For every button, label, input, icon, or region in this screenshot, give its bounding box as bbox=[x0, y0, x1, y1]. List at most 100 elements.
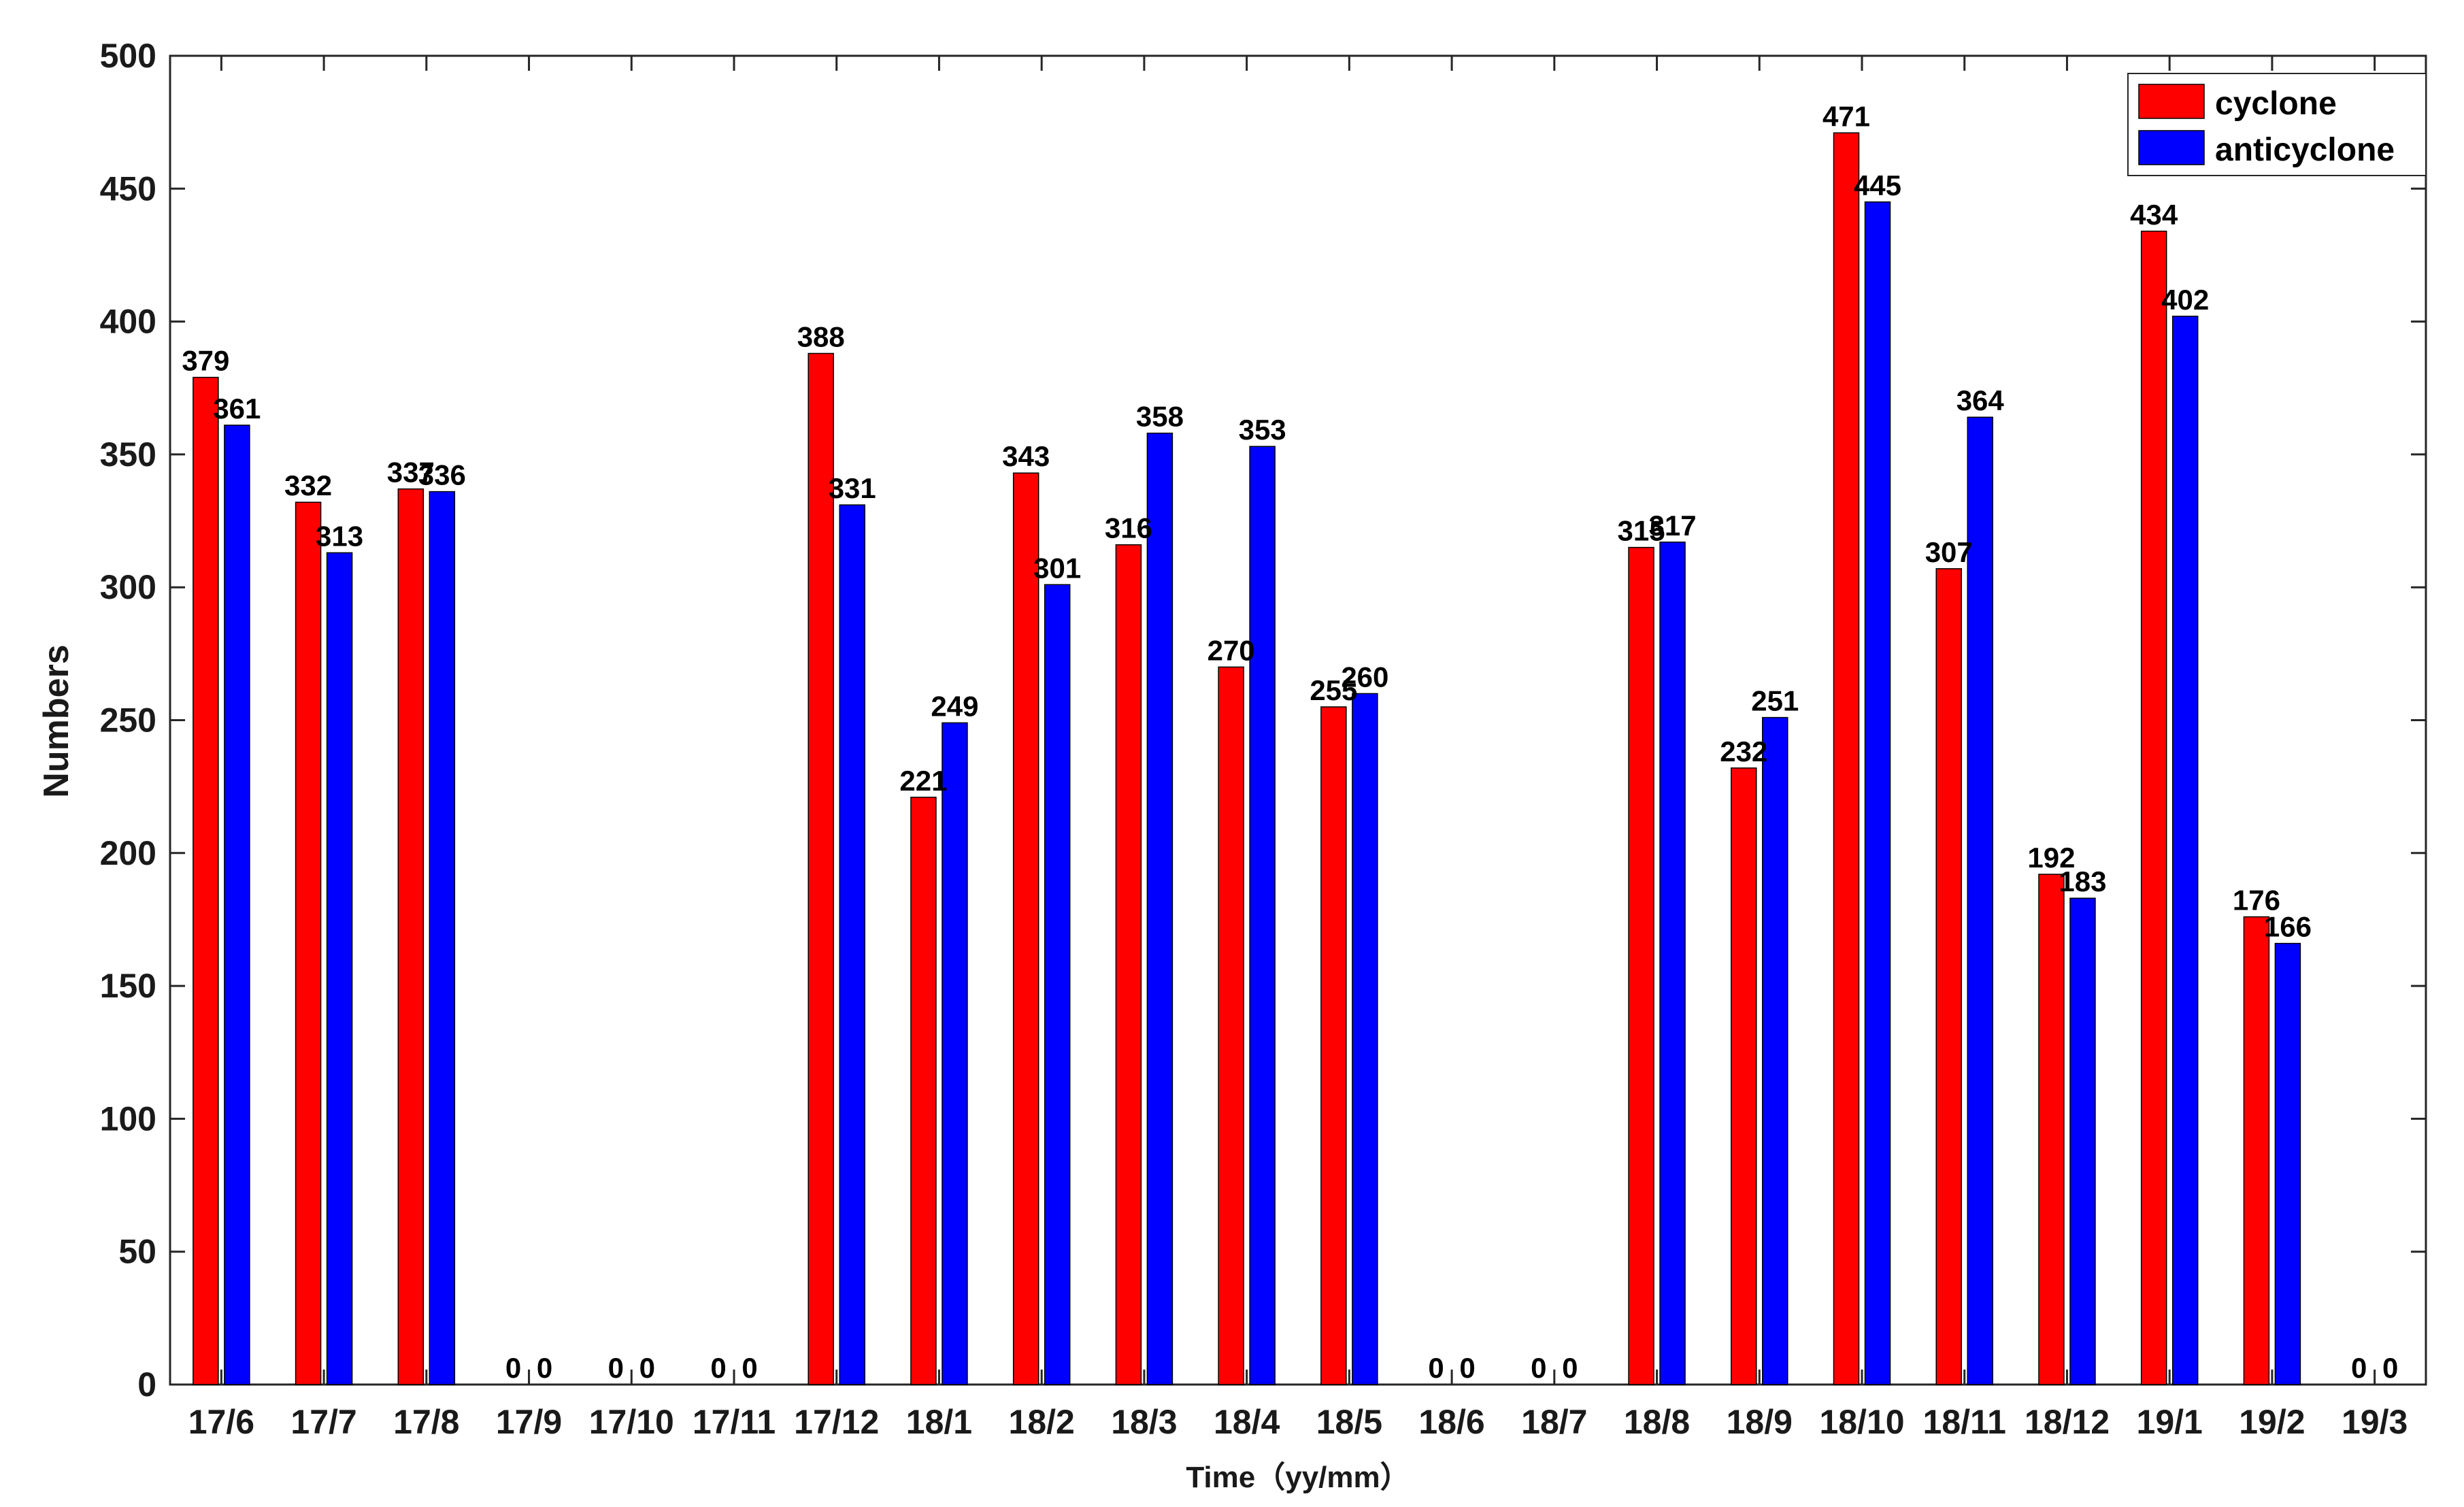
value-label-anticyclone: 445 bbox=[1854, 169, 1901, 201]
y-axis: 0 50 100 150 200 250 300 350 400 450 500 bbox=[100, 37, 2426, 1404]
value-label-cyclone: 471 bbox=[1822, 100, 1870, 132]
value-label-cyclone: 388 bbox=[797, 320, 845, 352]
value-label-cyclone: 0 bbox=[1428, 1352, 1444, 1384]
legend-label-cyclone: cyclone bbox=[2215, 86, 2337, 122]
value-label-cyclone: 221 bbox=[899, 765, 947, 797]
legend-swatch-cyclone bbox=[2138, 84, 2205, 119]
value-label-cyclone: 255 bbox=[1310, 674, 1357, 706]
bar-cyclone bbox=[1935, 568, 1962, 1385]
x-tick-label: 18/9 bbox=[1727, 1403, 1793, 1441]
x-tick-label: 19/1 bbox=[2137, 1403, 2203, 1441]
value-label-anticyclone: 358 bbox=[1136, 401, 1184, 433]
x-tick-label: 18/3 bbox=[1111, 1403, 1177, 1441]
value-label-anticyclone: 361 bbox=[213, 393, 261, 425]
bar-anticyclone bbox=[839, 504, 865, 1385]
bar-anticyclone bbox=[224, 425, 250, 1385]
x-tick-label: 18/5 bbox=[1316, 1403, 1382, 1441]
x-tick-label: 18/4 bbox=[1214, 1403, 1280, 1441]
y-tick-label: 0 bbox=[137, 1365, 156, 1404]
value-label-cyclone: 270 bbox=[1208, 634, 1255, 666]
value-label-anticyclone: 364 bbox=[1957, 384, 2005, 416]
x-tick-label: 18/12 bbox=[2025, 1403, 2110, 1441]
value-label-anticyclone: 353 bbox=[1239, 414, 1286, 446]
y-tick-label: 400 bbox=[100, 303, 156, 341]
x-axis: 17/6 17/7 17/8 17/9 17/10 17/11 17/12 18/1 18/2 1… bbox=[188, 56, 2408, 1441]
value-label-anticyclone: 0 bbox=[639, 1352, 655, 1384]
value-label-cyclone: 315 bbox=[1618, 515, 1665, 547]
y-axis-title: Numbers bbox=[37, 644, 76, 797]
y-tick-label: 450 bbox=[100, 169, 156, 208]
bar-anticyclone bbox=[1146, 432, 1173, 1385]
value-label-anticyclone: 331 bbox=[829, 472, 876, 504]
value-label-cyclone: 0 bbox=[710, 1352, 726, 1384]
bar-anticyclone bbox=[1352, 693, 1378, 1385]
bar-anticyclone bbox=[942, 722, 968, 1385]
value-label-cyclone: 0 bbox=[505, 1352, 521, 1384]
bar-cyclone bbox=[2140, 231, 2167, 1385]
bar-cyclone bbox=[2243, 916, 2270, 1385]
y-tick-label: 250 bbox=[100, 701, 156, 740]
bar-anticyclone bbox=[1864, 201, 1891, 1385]
y-tick-label: 350 bbox=[100, 435, 156, 474]
x-axis-title: Time（yy/mm） bbox=[1186, 1461, 1410, 1494]
x-tick-label: 17/9 bbox=[496, 1403, 562, 1441]
value-label-anticyclone: 249 bbox=[931, 690, 978, 722]
legend: cyclone anticyclone bbox=[2127, 73, 2427, 176]
value-label-anticyclone: 336 bbox=[418, 459, 466, 491]
value-label-cyclone: 337 bbox=[387, 457, 435, 488]
x-tick-label: 18/6 bbox=[1418, 1403, 1484, 1441]
value-label-cyclone: 434 bbox=[2130, 199, 2178, 231]
x-tick-label: 17/7 bbox=[290, 1403, 356, 1441]
bar-cyclone bbox=[1012, 472, 1039, 1385]
bar-cyclone bbox=[2038, 874, 2065, 1385]
bar-cyclone bbox=[193, 376, 219, 1385]
bar-cyclone bbox=[808, 352, 834, 1385]
y-tick-label: 50 bbox=[118, 1233, 156, 1271]
value-label-anticyclone: 0 bbox=[742, 1352, 757, 1384]
x-tick-label: 17/10 bbox=[589, 1403, 674, 1441]
bar-anticyclone bbox=[1967, 416, 1993, 1385]
bar-cyclone bbox=[1218, 666, 1244, 1385]
bar-cyclone bbox=[1115, 544, 1142, 1385]
value-label-anticyclone: 317 bbox=[1649, 510, 1697, 542]
legend-label-anticyclone: anticyclone bbox=[2215, 132, 2395, 168]
bar-anticyclone bbox=[2069, 897, 2096, 1385]
value-label-anticyclone: 0 bbox=[1459, 1352, 1475, 1384]
value-label-cyclone: 0 bbox=[1531, 1352, 1546, 1384]
value-label-anticyclone: 251 bbox=[1751, 685, 1799, 717]
value-label-anticyclone: 183 bbox=[2059, 865, 2106, 897]
value-label-anticyclone: 0 bbox=[537, 1352, 552, 1384]
value-label-anticyclone: 301 bbox=[1033, 552, 1081, 584]
value-label-cyclone: 0 bbox=[608, 1352, 624, 1384]
value-label-cyclone: 307 bbox=[1925, 536, 1973, 568]
bar-cyclone bbox=[295, 501, 322, 1385]
bar-anticyclone bbox=[1249, 446, 1276, 1385]
value-label-cyclone: 176 bbox=[2233, 884, 2280, 916]
y-tick-label: 500 bbox=[100, 37, 156, 75]
bar-anticyclone bbox=[2171, 316, 2199, 1385]
value-label-cyclone: 316 bbox=[1105, 512, 1152, 544]
bar-cyclone bbox=[1320, 706, 1347, 1385]
value-label-anticyclone: 0 bbox=[1562, 1352, 1578, 1384]
value-label-cyclone: 232 bbox=[1720, 735, 1767, 767]
bar-cyclone bbox=[1628, 546, 1654, 1385]
bar-anticyclone bbox=[1659, 542, 1686, 1385]
bar-cyclone bbox=[1833, 132, 1860, 1385]
x-tick-label: 19/3 bbox=[2342, 1403, 2408, 1441]
x-tick-label: 18/1 bbox=[906, 1403, 972, 1441]
value-label-anticyclone: 0 bbox=[2382, 1352, 2398, 1384]
y-tick-label: 100 bbox=[100, 1099, 156, 1138]
value-label-cyclone: 332 bbox=[284, 469, 332, 501]
x-tick-label: 18/10 bbox=[1819, 1403, 1904, 1441]
x-tick-label: 17/6 bbox=[188, 1403, 254, 1441]
x-tick-label: 18/2 bbox=[1009, 1403, 1075, 1441]
x-tick-label: 18/7 bbox=[1521, 1403, 1587, 1441]
x-tick-label: 19/2 bbox=[2239, 1403, 2305, 1441]
bar-anticyclone bbox=[429, 491, 456, 1385]
value-label-anticyclone: 313 bbox=[316, 520, 363, 552]
bar-cyclone bbox=[1731, 767, 1757, 1385]
x-tick-label: 18/11 bbox=[1923, 1403, 2006, 1441]
value-label-anticyclone: 402 bbox=[2161, 284, 2209, 316]
